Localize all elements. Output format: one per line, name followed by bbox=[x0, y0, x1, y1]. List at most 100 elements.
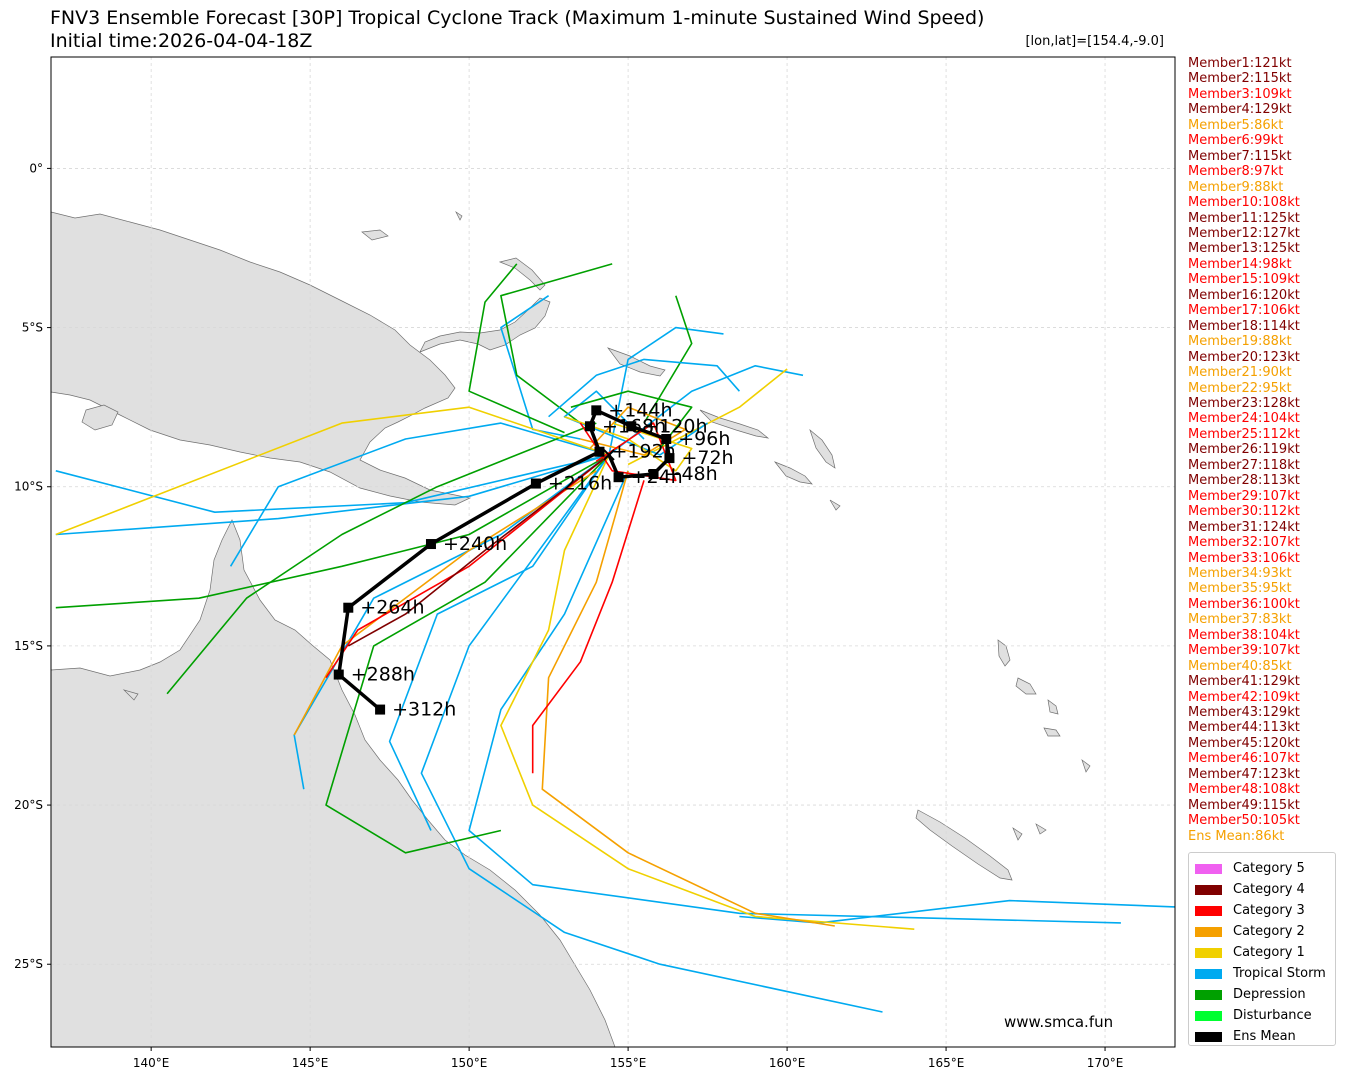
member-intensity: Member12:127kt bbox=[1188, 225, 1300, 241]
member-intensity: Member48:108kt bbox=[1188, 782, 1300, 798]
ens-mean-point bbox=[425, 539, 436, 550]
member-intensity: Member21:90kt bbox=[1188, 365, 1292, 381]
member-track bbox=[643, 295, 693, 424]
y-axis: 0° 5°S 10°S 15°S 20°S 25°S bbox=[14, 161, 51, 971]
legend-label: Depression bbox=[1233, 987, 1306, 1002]
new-ireland-land bbox=[498, 257, 546, 291]
member-intensity: Member1:121kt bbox=[1188, 56, 1292, 71]
watermark: www.smca.fun bbox=[1004, 1013, 1114, 1031]
member-track bbox=[55, 406, 610, 536]
new-guinea-land bbox=[51, 211, 472, 506]
member-track bbox=[55, 454, 610, 536]
member-track bbox=[500, 263, 613, 424]
member-intensity: Member49:115kt bbox=[1188, 797, 1300, 813]
member-intensity: Member50:105kt bbox=[1188, 813, 1300, 829]
member-intensity: Member22:95kt bbox=[1188, 380, 1292, 396]
member-intensity: Member27:118kt bbox=[1188, 457, 1300, 473]
member-intensity: Member31:124kt bbox=[1188, 519, 1300, 535]
member-track bbox=[166, 422, 597, 695]
legend-item: Category 1 bbox=[1195, 942, 1335, 963]
legend-label: Category 5 bbox=[1233, 861, 1305, 876]
member-intensity: Member32:107kt bbox=[1188, 535, 1300, 551]
legend-item: Ens Mean bbox=[1195, 1026, 1335, 1047]
ens-mean-track: +24h+48h+72h+96h+120h+144h+168h+192h+216… bbox=[333, 399, 734, 721]
plot-frame bbox=[50, 56, 1176, 1048]
member-track bbox=[531, 480, 645, 774]
legend-swatch bbox=[1195, 884, 1222, 895]
member-track bbox=[420, 454, 883, 1013]
member-track bbox=[500, 295, 581, 440]
ens-mean-point bbox=[648, 469, 659, 480]
member-intensity: Member41:129kt bbox=[1188, 674, 1300, 690]
legend-label: Category 2 bbox=[1233, 924, 1305, 939]
y-tick-label: 25°S bbox=[14, 957, 43, 971]
legend: Category 5 Category 4 Category 3 Category 2… bbox=[1188, 852, 1336, 1046]
member-intensity: Member46:107kt bbox=[1188, 751, 1300, 767]
member-intensity: Member38:104kt bbox=[1188, 627, 1300, 643]
legend-swatch bbox=[1195, 863, 1222, 874]
member-intensity: Member47:123kt bbox=[1188, 766, 1300, 782]
ens-mean-point bbox=[661, 433, 672, 444]
member-track bbox=[608, 326, 724, 456]
member-intensity: Member7:115kt bbox=[1188, 148, 1292, 164]
new-caledonia-land bbox=[915, 809, 1013, 881]
legend-label: Ens Mean bbox=[1233, 1029, 1296, 1044]
y-tick-label: 20°S bbox=[14, 798, 43, 812]
member-intensity: Member39:107kt bbox=[1188, 643, 1300, 659]
ens-mean-time-label: +168h bbox=[602, 415, 666, 437]
x-axis: 140°E 145°E 150°E 155°E 160°E 165°E 170°E bbox=[133, 1047, 1123, 1070]
ens-mean-time-label: +192h bbox=[611, 441, 675, 463]
member-intensity: Member8:97kt bbox=[1188, 164, 1284, 180]
misc-islands-land bbox=[81, 210, 1091, 841]
vanuatu-land bbox=[997, 639, 1061, 737]
ens-mean-time-label: +288h bbox=[351, 664, 415, 686]
member-intensity: Member36:100kt bbox=[1188, 596, 1300, 612]
member-intensity: Member34:93kt bbox=[1188, 565, 1292, 581]
member-intensity: Member6:99kt bbox=[1188, 133, 1284, 149]
y-tick-label: 0° bbox=[29, 161, 43, 175]
ens-mean-point bbox=[375, 704, 386, 715]
ens-mean-point bbox=[584, 421, 595, 432]
grid-lines bbox=[51, 57, 1175, 1047]
member-intensity: Member14:98kt bbox=[1188, 256, 1292, 272]
ens-mean-point bbox=[613, 472, 624, 483]
legend-swatch bbox=[1195, 926, 1222, 937]
member-track bbox=[229, 422, 610, 567]
legend-label: Disturbance bbox=[1233, 1008, 1312, 1023]
member-tracks bbox=[55, 263, 1175, 1013]
ens-mean-time-label: +216h bbox=[548, 473, 612, 495]
member-track bbox=[325, 454, 610, 854]
legend-item: Tropical Storm bbox=[1195, 963, 1335, 984]
y-tick-label: 15°S bbox=[14, 639, 43, 653]
member-intensity: Member16:120kt bbox=[1188, 287, 1300, 303]
member-intensity: Member20:123kt bbox=[1188, 349, 1300, 365]
legend-item: Category 5 bbox=[1195, 858, 1335, 879]
x-tick-label: 160°E bbox=[769, 1056, 806, 1070]
member-track bbox=[347, 454, 610, 647]
y-tick-label: 10°S bbox=[14, 480, 43, 494]
member-intensity: Member45:120kt bbox=[1188, 735, 1300, 751]
ens-mean-time-label: +96h bbox=[678, 428, 730, 450]
ens-mean-point bbox=[343, 602, 354, 613]
legend-item: Category 3 bbox=[1195, 900, 1335, 921]
legend-swatch bbox=[1195, 1010, 1222, 1021]
member-intensity: Ens Mean:86kt bbox=[1188, 828, 1285, 844]
member-intensity: Member33:106kt bbox=[1188, 550, 1300, 566]
x-tick-label: 165°E bbox=[928, 1056, 965, 1070]
member-track bbox=[541, 470, 835, 927]
member-intensity: Member23:128kt bbox=[1188, 395, 1300, 411]
member-track bbox=[580, 406, 687, 456]
member-track bbox=[468, 470, 1121, 924]
member-track bbox=[468, 263, 565, 434]
member-track bbox=[293, 470, 597, 736]
member-track bbox=[739, 899, 1175, 924]
member-intensity: Member26:119kt bbox=[1188, 442, 1300, 458]
ens-mean-point bbox=[626, 421, 637, 432]
legend-item: Category 2 bbox=[1195, 921, 1335, 942]
member-intensity-list: Member1:121kt Member2:115kt Member3:109kt M… bbox=[1188, 56, 1300, 844]
member-intensity: Member44:113kt bbox=[1188, 720, 1300, 736]
member-intensity: Member35:95kt bbox=[1188, 581, 1292, 597]
member-intensity: Member18:114kt bbox=[1188, 318, 1300, 334]
member-track bbox=[548, 358, 741, 418]
